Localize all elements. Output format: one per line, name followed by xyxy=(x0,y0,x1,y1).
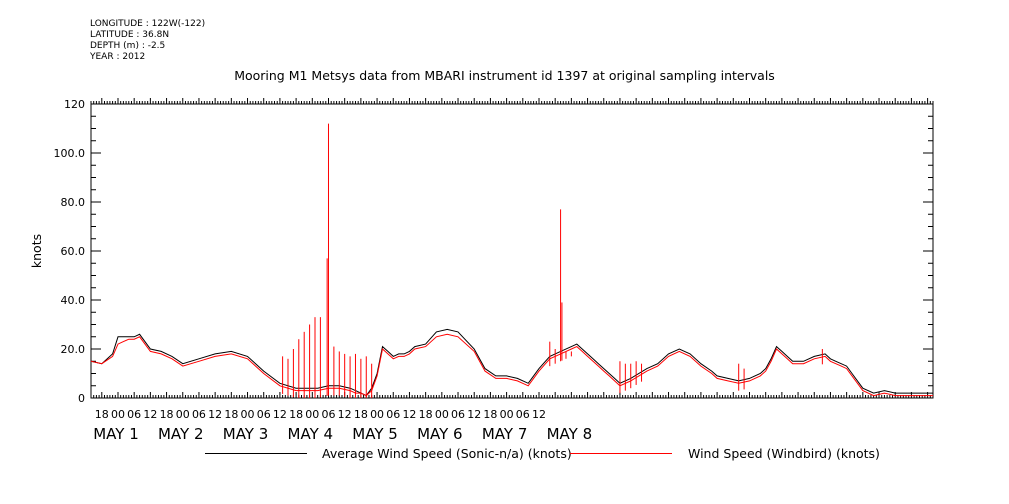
legend-swatch-average xyxy=(205,453,307,454)
x-day-label: MAY 2 xyxy=(158,425,204,443)
x-tick-label: 18 xyxy=(419,408,433,421)
y-tick-label: 0 xyxy=(78,392,85,405)
depth-label: DEPTH (m) : -2.5 xyxy=(90,41,166,51)
legend-label-average: Average Wind Speed (Sonic-n/a) (knots) xyxy=(322,446,572,461)
x-tick-label: 00 xyxy=(305,408,319,421)
x-tick-label: 06 xyxy=(257,408,271,421)
x-tick-label: 06 xyxy=(321,408,335,421)
x-tick-label: 00 xyxy=(176,408,190,421)
x-tick-label: 12 xyxy=(208,408,222,421)
series-line-0 xyxy=(90,328,933,397)
x-tick-label: 12 xyxy=(143,408,157,421)
x-tick-label: 00 xyxy=(500,408,514,421)
x-tick-label: 12 xyxy=(402,408,416,421)
y-tick-label: 120 xyxy=(64,98,85,111)
x-tick-label: 18 xyxy=(224,408,238,421)
x-tick-label: 00 xyxy=(111,408,125,421)
x-tick-label: 18 xyxy=(483,408,497,421)
x-tick-label: 00 xyxy=(370,408,384,421)
chart-legend: Average Wind Speed (Sonic-n/a) (knots) W… xyxy=(0,446,1009,466)
x-tick-label: 12 xyxy=(532,408,546,421)
series-line-1 xyxy=(90,333,933,397)
x-day-label: MAY 7 xyxy=(482,425,528,443)
legend-swatch-windbird xyxy=(570,453,672,454)
x-tick-label: 00 xyxy=(435,408,449,421)
x-day-label: MAY 8 xyxy=(547,425,593,443)
x-tick-label: 18 xyxy=(289,408,303,421)
latitude-label: LATITUDE : 36.8N xyxy=(90,30,170,40)
x-tick-label: 00 xyxy=(241,408,255,421)
x-day-label: MAY 5 xyxy=(352,425,398,443)
x-day-label: MAY 1 xyxy=(93,425,139,443)
y-tick-label: 40.0 xyxy=(61,294,86,307)
x-tick-label: 12 xyxy=(338,408,352,421)
series-layer xyxy=(90,123,933,398)
chart-title: Mooring M1 Metsys data from MBARI instru… xyxy=(234,68,775,83)
longitude-label: LONGITUDE : 122W(-122) xyxy=(90,19,206,29)
year-label: YEAR : 2012 xyxy=(90,52,146,62)
x-day-label: MAY 3 xyxy=(223,425,269,443)
x-day-label: MAY 4 xyxy=(288,425,334,443)
x-tick-label: 06 xyxy=(127,408,141,421)
y-tick-label: 20.0 xyxy=(61,343,86,356)
metadata-block: LONGITUDE : 122W(-122) LATITUDE : 36.8N … xyxy=(90,19,205,63)
y-tick-label: 80.0 xyxy=(61,196,86,209)
x-tick-label: 12 xyxy=(273,408,287,421)
x-tick-label: 06 xyxy=(516,408,530,421)
legend-label-windbird: Wind Speed (Windbird) (knots) xyxy=(688,446,880,461)
x-tick-label: 12 xyxy=(467,408,481,421)
y-tick-label: 60.0 xyxy=(61,245,86,258)
x-tick-label: 06 xyxy=(192,408,206,421)
y-tick-label: 100.0 xyxy=(54,147,86,160)
x-tick-label: 06 xyxy=(451,408,465,421)
x-day-label: MAY 6 xyxy=(417,425,463,443)
x-tick-label: 18 xyxy=(354,408,368,421)
x-tick-label: 18 xyxy=(95,408,109,421)
x-tick-label: 18 xyxy=(160,408,174,421)
y-axis-label: knots xyxy=(29,234,44,268)
x-tick-label: 06 xyxy=(386,408,400,421)
